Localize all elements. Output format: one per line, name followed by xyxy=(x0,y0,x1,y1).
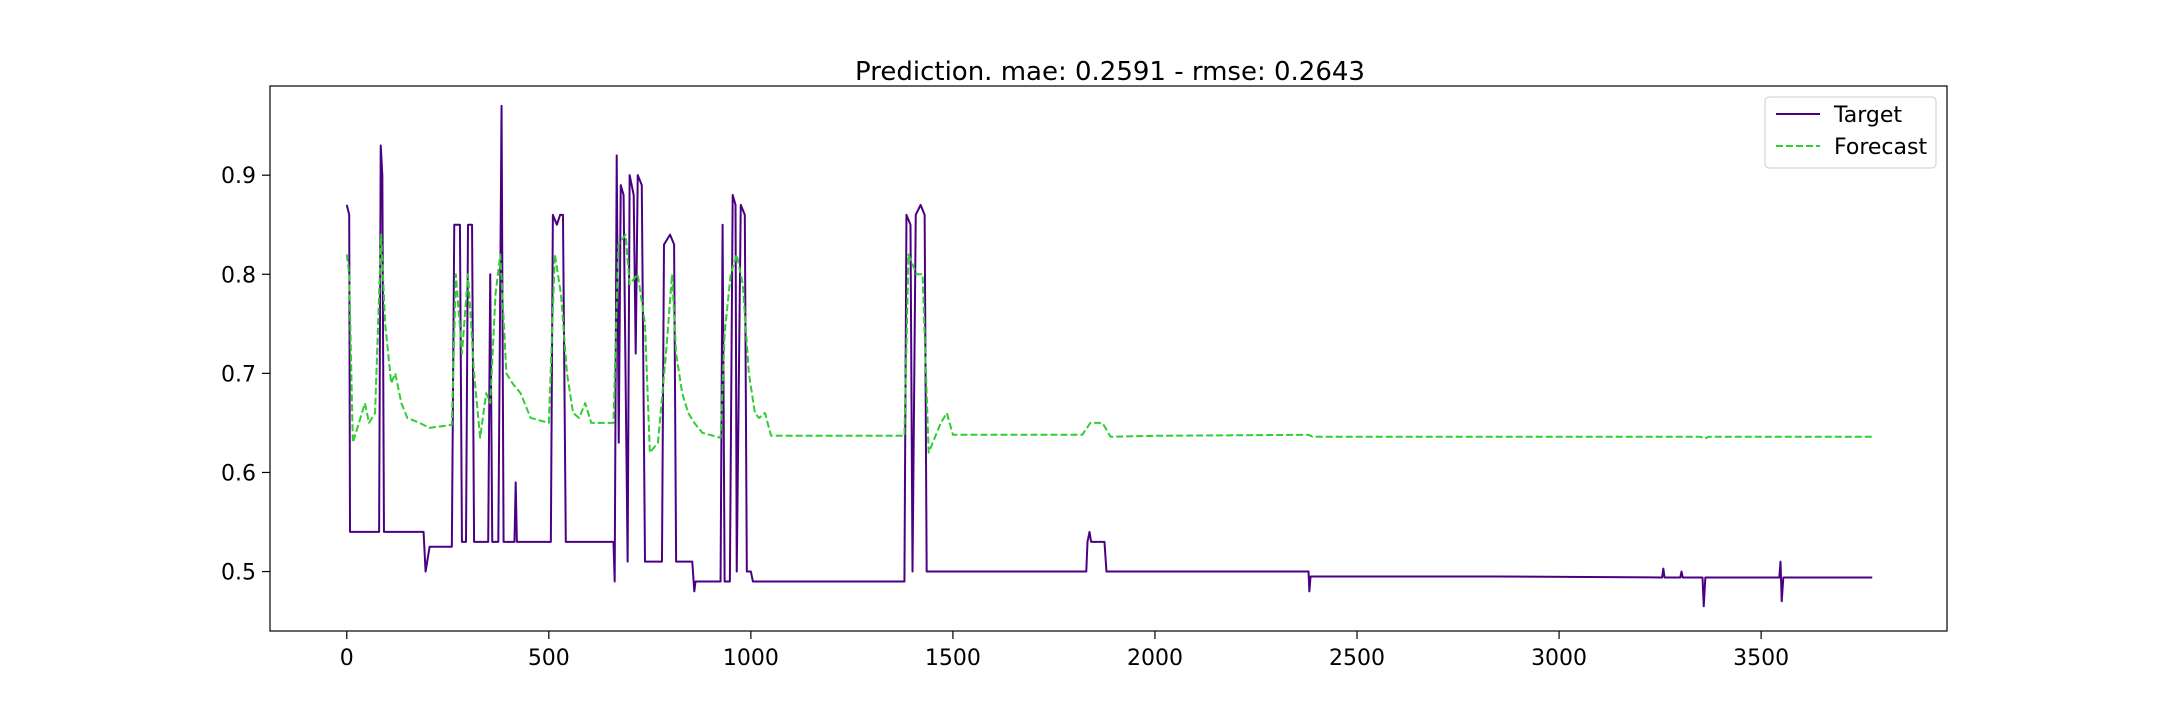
y-tick-label: 0.5 xyxy=(221,561,256,586)
x-tick-label: 3000 xyxy=(1531,646,1587,671)
y-tick-label: 0.9 xyxy=(221,164,256,189)
series-layer xyxy=(345,104,1873,608)
x-tick-label: 3500 xyxy=(1733,646,1789,671)
chart-title: Prediction. mae: 0.2591 - rmse: 0.2643 xyxy=(855,57,1365,87)
x-tick-label: 0 xyxy=(340,646,354,671)
legend-label-forecast: Forecast xyxy=(1834,135,1927,160)
legend-label-target: Target xyxy=(1833,103,1902,128)
plot-area-frame xyxy=(269,85,1948,632)
x-tick-label: 1500 xyxy=(925,646,981,671)
x-tick-label: 2000 xyxy=(1127,646,1183,671)
y-tick-label: 0.8 xyxy=(221,263,256,288)
x-tick-label: 500 xyxy=(528,646,570,671)
x-tick-label: 1000 xyxy=(723,646,779,671)
x-axis: 0 500 1000 1500 2000 2500 3000 3500 xyxy=(340,631,1789,671)
y-axis: 0.5 0.6 0.7 0.8 0.9 xyxy=(221,164,270,586)
y-tick-label: 0.6 xyxy=(221,461,256,486)
legend: Target Forecast xyxy=(1764,96,1937,169)
series-line-target xyxy=(345,104,1873,608)
x-tick-label: 2500 xyxy=(1329,646,1385,671)
series-line-forecast xyxy=(345,233,1873,454)
y-tick-label: 0.7 xyxy=(221,362,256,387)
